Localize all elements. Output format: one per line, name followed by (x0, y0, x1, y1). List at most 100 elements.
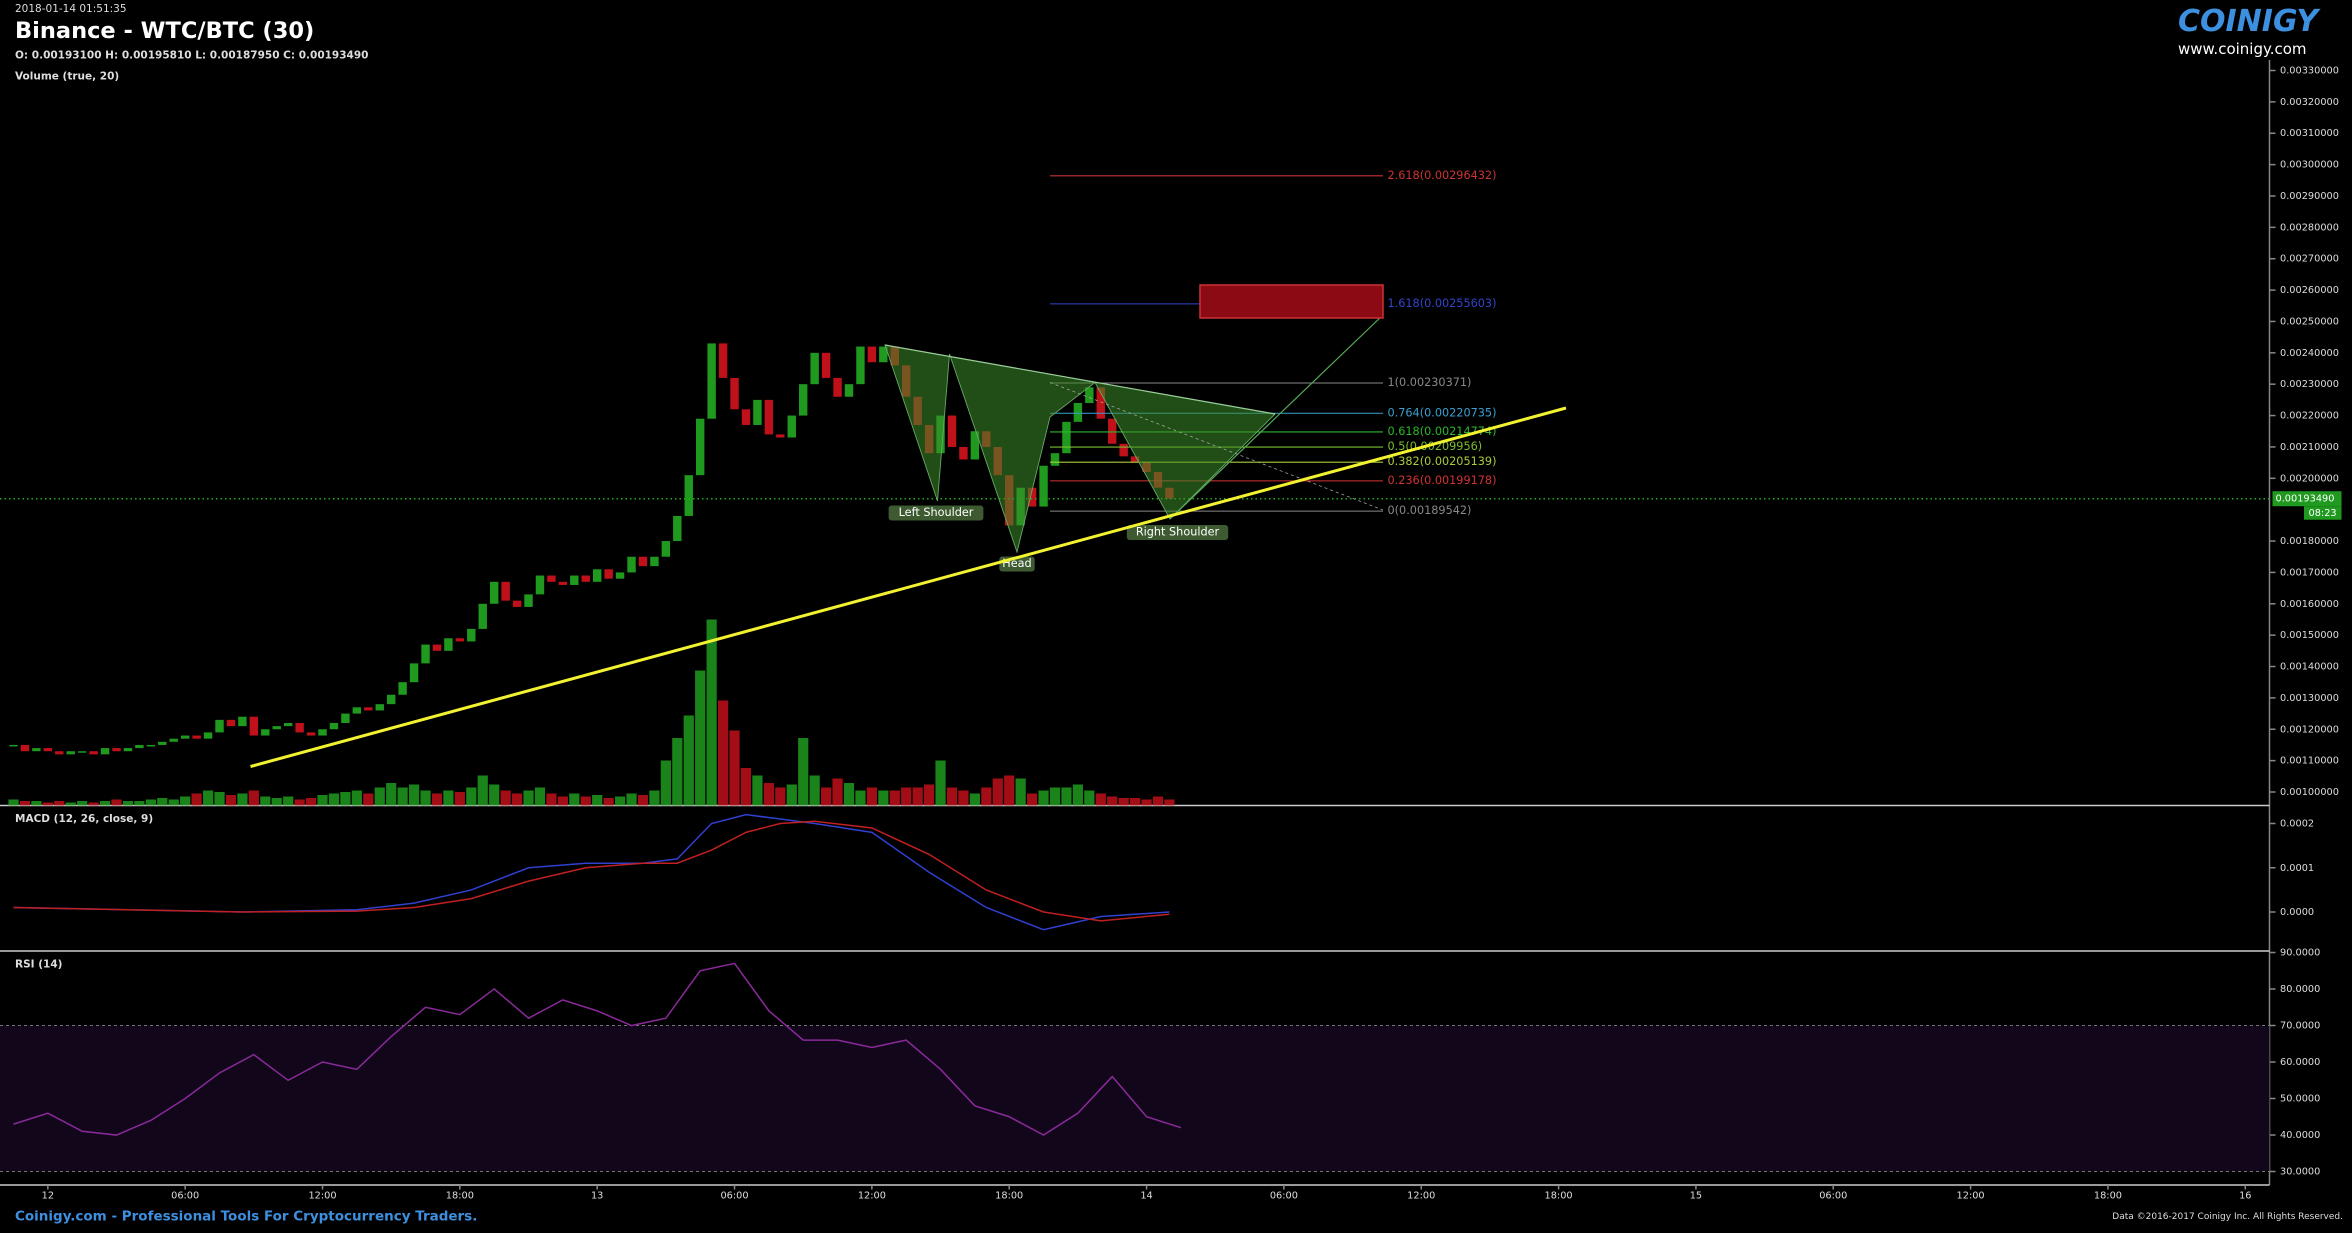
rsi-tick-label: 40.0000 (2280, 1130, 2320, 1141)
candle-body (661, 541, 671, 557)
volume-bar (855, 790, 866, 806)
neckline (884, 344, 1276, 415)
candle-body (318, 729, 327, 736)
volume-bar (637, 795, 649, 806)
volume-bar (775, 787, 786, 806)
volume-bar (8, 799, 19, 806)
volume-bar (111, 799, 122, 806)
volume-bar (889, 790, 900, 806)
candle-body (455, 638, 465, 642)
y-tick-label: 0.00300000 (2280, 160, 2339, 171)
volume-bar (717, 700, 729, 806)
candle-body (203, 732, 213, 739)
volume-bar (924, 784, 935, 806)
macd-tick-label: 0.0002 (2280, 819, 2314, 830)
volume-bar (225, 795, 237, 806)
candle-body (844, 384, 854, 397)
candle-body (799, 384, 808, 416)
volume-bar (489, 784, 500, 806)
candle-body (238, 716, 247, 727)
candle-body (341, 713, 350, 723)
y-tick-label: 0.00240000 (2280, 348, 2339, 359)
candle-body (970, 431, 980, 460)
y-tick-label: 0.00170000 (2280, 567, 2339, 578)
last-price-label: 0.00193490 (2276, 494, 2335, 505)
volume-bar (660, 760, 671, 806)
trendline (250, 406, 1567, 768)
volume-bar (786, 784, 797, 806)
volume-bar (374, 787, 385, 806)
candle-body (650, 556, 659, 567)
y-tick-label: 0.00120000 (2280, 724, 2339, 735)
y-tick-label: 0.00230000 (2280, 379, 2339, 390)
volume-bar (500, 790, 511, 806)
candle-body (753, 399, 762, 425)
volume-bar (752, 775, 763, 806)
candle-body (776, 434, 785, 438)
candle-body (409, 663, 419, 683)
rsi-tick-label: 30.0000 (2280, 1167, 2320, 1178)
volume-bar (99, 801, 111, 806)
candle-body (501, 581, 510, 601)
volume-bar (672, 738, 683, 806)
logo: COINIGY (2178, 4, 2321, 39)
candle-body (1073, 403, 1083, 422)
candle-body (535, 575, 545, 595)
candle-body (20, 744, 30, 752)
volume-bar (317, 795, 328, 806)
volume-bar (820, 787, 832, 806)
volume-bar (466, 787, 477, 806)
candle-body (947, 415, 957, 447)
volume-bar (546, 793, 557, 806)
volume-bar (557, 796, 568, 806)
candle-body (570, 575, 579, 585)
volume-bar (1141, 799, 1152, 806)
fib-label: 0.236(0.00199178) (1388, 474, 1497, 487)
volume-bar (809, 775, 820, 806)
fib-label: 2.618(0.00296432) (1388, 169, 1497, 182)
timestamp: 2018-01-14 01:51:35 (15, 3, 127, 15)
candle-body (146, 744, 156, 747)
candle-body (741, 409, 751, 425)
candle-body (512, 600, 522, 607)
volume-bar (294, 799, 305, 806)
rsi-tick-label: 70.0000 (2280, 1021, 2320, 1032)
y-tick-label: 0.00220000 (2280, 411, 2339, 422)
volume-bar (202, 790, 214, 806)
volume-bar (626, 793, 637, 806)
volume-bar (1095, 793, 1106, 806)
x-tick-label: 06:00 (1819, 1191, 1847, 1202)
y-tick-label: 0.00150000 (2280, 630, 2339, 641)
candle-body (158, 741, 167, 745)
candle-body (489, 581, 499, 604)
y-tick-label: 0.00330000 (2280, 66, 2339, 77)
candle-body (77, 751, 87, 753)
volume-bar (1049, 787, 1061, 806)
volume-bar (1061, 787, 1072, 806)
rsi-line (13, 962, 1182, 1136)
rsi-label: RSI (14) (15, 959, 62, 971)
candle-body (1119, 443, 1128, 457)
y-tick-label: 0.00260000 (2280, 285, 2339, 296)
x-tick-label: 18:00 (1545, 1191, 1573, 1202)
volume-bar (305, 798, 317, 806)
candle-body (364, 707, 373, 711)
candle-body (764, 399, 774, 435)
volume-bar (260, 796, 271, 806)
countdown: 08:23 (2309, 508, 2337, 519)
candle-body (169, 738, 178, 742)
volume-bar (237, 793, 248, 806)
y-tick-label: 0.00180000 (2280, 536, 2339, 547)
y-tick-label: 0.00320000 (2280, 97, 2339, 108)
candle-body (215, 719, 224, 733)
candle-body (581, 575, 590, 582)
last-price-badge (2272, 491, 2342, 507)
candle-body (1085, 387, 1094, 404)
candle-body (261, 729, 270, 736)
volume-bar (408, 784, 420, 806)
candle-body (43, 748, 53, 752)
candle-body (1130, 456, 1140, 463)
volume-bar (19, 801, 31, 806)
